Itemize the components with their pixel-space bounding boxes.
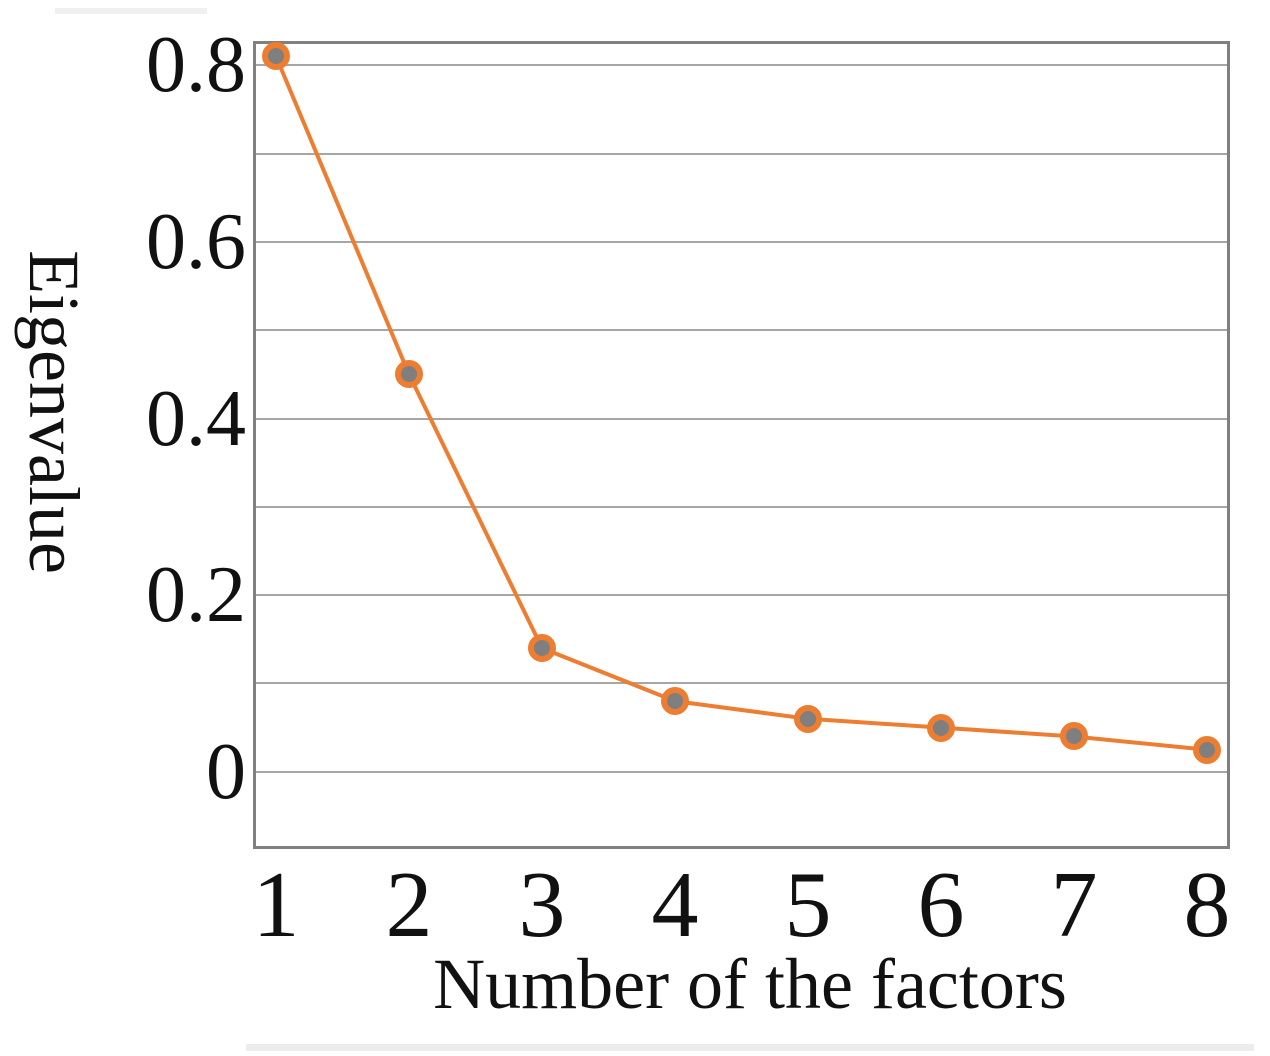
x-tick-label: 8 <box>1183 853 1231 957</box>
x-tick-label: 7 <box>1050 853 1098 957</box>
data-line <box>274 54 1209 752</box>
gridline <box>256 770 1227 773</box>
y-tick-label: 0.4 <box>146 374 246 463</box>
gridline <box>256 594 1227 597</box>
gridline <box>256 417 1227 420</box>
data-point <box>927 713 955 742</box>
gridline <box>256 505 1227 508</box>
data-point <box>794 704 822 733</box>
x-tick-label: 1 <box>252 853 300 957</box>
x-tick-label: 2 <box>385 853 433 957</box>
x-tick-label: 4 <box>651 853 699 957</box>
data-point <box>262 42 290 71</box>
data-point <box>1060 722 1088 751</box>
x-tick-label: 6 <box>917 853 965 957</box>
gridline <box>256 682 1227 685</box>
y-axis-title: Eigenvalue <box>14 250 94 574</box>
y-tick-label: 0.2 <box>146 551 246 640</box>
gridline <box>256 64 1227 67</box>
x-axis-title: Number of the factors <box>433 944 1067 1024</box>
gridline <box>256 152 1227 155</box>
gridline <box>256 329 1227 332</box>
bottom-artifact-bar <box>246 1044 1254 1051</box>
y-tick-label: 0.8 <box>146 21 246 110</box>
data-point <box>661 687 689 716</box>
y-tick-label: 0 <box>206 727 246 816</box>
data-point <box>1193 735 1221 764</box>
gridline <box>256 240 1227 243</box>
top-left-artifact-bar <box>55 8 207 14</box>
eigenvalue-line-series <box>274 54 1209 752</box>
data-point <box>528 634 556 663</box>
plot-area <box>253 41 1230 849</box>
data-point <box>395 360 423 389</box>
y-tick-label: 0.6 <box>146 197 246 286</box>
x-tick-label: 5 <box>784 853 832 957</box>
x-tick-label: 3 <box>518 853 566 957</box>
